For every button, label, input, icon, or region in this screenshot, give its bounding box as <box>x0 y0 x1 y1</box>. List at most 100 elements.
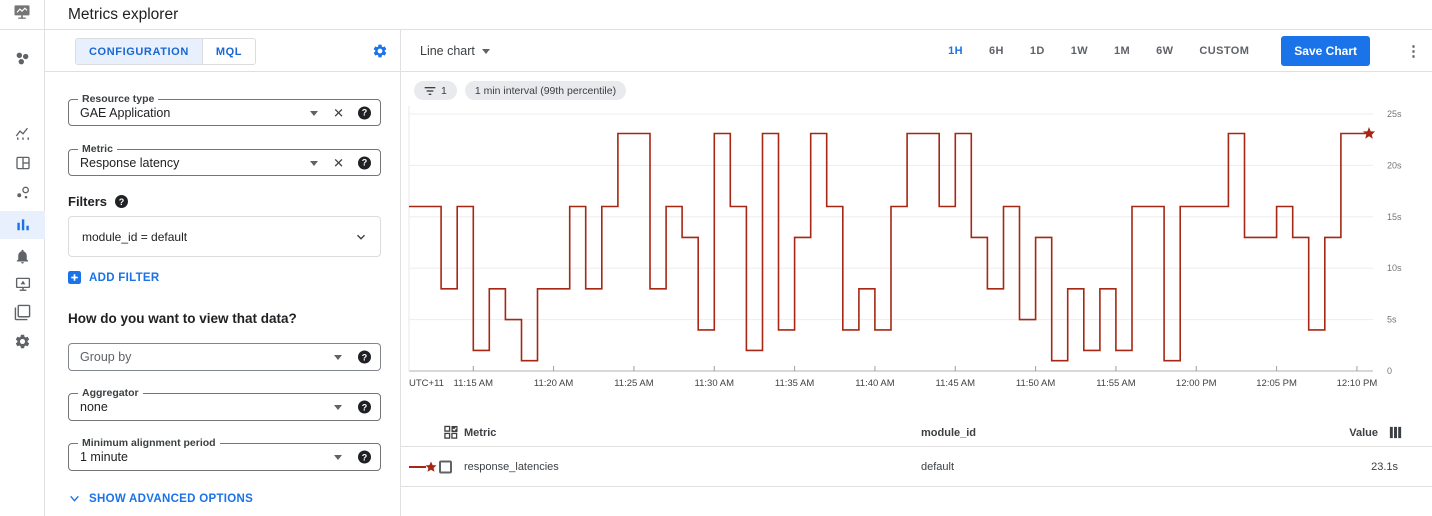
sidebar-item-integrations[interactable] <box>0 298 45 326</box>
clear-icon[interactable]: ✕ <box>333 155 344 170</box>
dropdown-arrow-icon[interactable] <box>334 405 342 410</box>
svg-text:15s: 15s <box>1387 212 1402 222</box>
range-custom[interactable]: CUSTOM <box>1199 45 1250 57</box>
row-checkbox[interactable] <box>439 460 452 473</box>
help-icon[interactable] <box>358 450 371 464</box>
range-1w[interactable]: 1W <box>1070 45 1089 57</box>
sidebar-item-settings[interactable] <box>0 327 45 355</box>
panel-divider <box>400 30 401 516</box>
range-1d[interactable]: 1D <box>1029 45 1045 57</box>
range-6h[interactable]: 6H <box>988 45 1004 57</box>
left-nav <box>0 30 45 516</box>
group-by-placeholder: Group by <box>80 350 132 364</box>
sidebar-item-services[interactable] <box>0 179 45 207</box>
dropdown-arrow-icon[interactable] <box>310 160 318 166</box>
column-header-value[interactable]: Value <box>1349 427 1378 439</box>
svg-text:12:10 PM: 12:10 PM <box>1337 378 1378 389</box>
save-chart-button[interactable]: Save Chart <box>1281 36 1370 66</box>
more-options-kebab-icon[interactable] <box>1400 42 1421 60</box>
svg-text:11:30 AM: 11:30 AM <box>695 378 735 389</box>
clear-icon[interactable]: ✕ <box>333 105 344 120</box>
metrics-table: Metric module_id Value respons <box>401 420 1432 487</box>
range-6w[interactable]: 6W <box>1156 45 1174 57</box>
copies-icon <box>14 304 31 321</box>
help-icon[interactable] <box>115 195 129 208</box>
config-settings-gear-icon[interactable] <box>372 43 388 64</box>
svg-text:11:20 AM: 11:20 AM <box>534 378 574 389</box>
chart-type-dropdown[interactable]: Line chart <box>420 44 490 58</box>
svg-text:UTC+11: UTC+11 <box>409 378 444 389</box>
row-metric-name: response_latencies <box>464 460 559 473</box>
aggregator-field[interactable]: Aggregator none <box>68 387 381 421</box>
filter-item[interactable]: module_id = default <box>68 216 381 257</box>
time-range-group: 1H 6H 1D 1W 1M 6W CUSTOM <box>948 45 1249 57</box>
interval-chip[interactable]: 1 min interval (99th percentile) <box>464 81 627 100</box>
dropdown-arrow-icon[interactable] <box>310 110 318 116</box>
filter-count: 1 <box>441 84 447 97</box>
sidebar-item-groups[interactable] <box>0 44 45 72</box>
chip-row: 1 1 min interval (99th percentile) <box>414 81 627 100</box>
row-module-id: default <box>921 460 955 473</box>
select-all-legend-icon[interactable] <box>444 425 458 441</box>
range-1m[interactable]: 1M <box>1114 45 1131 57</box>
sidebar-item-alerting[interactable] <box>0 242 45 270</box>
dropdown-arrow-icon[interactable] <box>334 355 342 360</box>
chevron-down-icon <box>357 234 365 240</box>
groups-icon <box>13 49 32 68</box>
help-icon[interactable] <box>358 156 371 169</box>
time-range-toolbar: 1H 6H 1D 1W 1M 6W CUSTOM Save Chart <box>948 30 1421 72</box>
toolbar: CONFIGURATION MQL Line chart 1H 6H 1D 1W 1M 6… <box>45 30 1432 72</box>
help-icon[interactable] <box>358 106 371 119</box>
page-title: Metrics explorer <box>68 5 179 23</box>
chevron-down-icon <box>481 48 490 54</box>
svg-text:10s: 10s <box>1387 263 1402 273</box>
latency-chart[interactable]: 25s 20s 15s 10s 5s 0 11:15 AM 11:20 AM 11:25 AM 1… <box>401 100 1432 396</box>
help-icon[interactable] <box>358 350 371 364</box>
trending-chart-icon <box>14 124 32 142</box>
alignment-period-value: 1 minute <box>80 450 128 464</box>
plus-icon <box>68 271 81 284</box>
svg-text:11:45 AM: 11:45 AM <box>936 378 976 389</box>
svg-text:11:55 AM: 11:55 AM <box>1096 378 1136 389</box>
tab-configuration[interactable]: CONFIGURATION <box>76 39 202 64</box>
svg-text:12:05 PM: 12:05 PM <box>1256 378 1297 389</box>
add-filter-button[interactable]: ADD FILTER <box>68 271 160 284</box>
sidebar-item-dashboards[interactable] <box>0 149 45 177</box>
resource-type-field[interactable]: Resource type GAE Application ✕ <box>68 93 381 126</box>
metric-label: Metric <box>78 143 117 155</box>
sidebar-item-overview[interactable] <box>0 119 45 147</box>
top-header: Metrics explorer <box>0 0 1432 30</box>
range-1h[interactable]: 1H <box>948 45 963 57</box>
series-legend-marker <box>409 459 439 475</box>
filters-heading-text: Filters <box>68 194 108 209</box>
alignment-period-field[interactable]: Minimum alignment period 1 minute <box>68 437 381 471</box>
metric-field[interactable]: Metric Response latency ✕ <box>68 143 381 176</box>
table-header: Metric module_id Value <box>401 420 1432 447</box>
table-row[interactable]: response_latencies default 23.1s <box>401 447 1432 487</box>
svg-text:11:15 AM: 11:15 AM <box>454 378 494 389</box>
svg-text:0: 0 <box>1387 366 1392 376</box>
tab-mql[interactable]: MQL <box>201 39 255 64</box>
group-by-field[interactable]: Group by <box>68 343 381 371</box>
interval-chip-label: 1 min interval (99th percentile) <box>474 84 617 97</box>
editor-mode-tabs: CONFIGURATION MQL <box>75 38 257 65</box>
sidebar-item-uptime-checks[interactable] <box>0 270 45 298</box>
chevron-down-icon <box>70 495 79 502</box>
column-header-module-id[interactable]: module_id <box>921 427 977 439</box>
services-icon <box>14 184 32 202</box>
bell-icon <box>14 248 31 265</box>
filter-list-icon <box>424 86 436 95</box>
filter-count-chip[interactable]: 1 <box>414 81 457 100</box>
bar-chart-icon <box>14 216 32 234</box>
svg-text:11:40 AM: 11:40 AM <box>855 378 895 389</box>
sidebar-item-metrics-explorer[interactable] <box>0 211 45 239</box>
help-icon[interactable] <box>358 400 371 414</box>
monitoring-logo-cell[interactable] <box>0 0 45 29</box>
show-advanced-options-button[interactable]: SHOW ADVANCED OPTIONS <box>68 492 253 505</box>
column-header-metric[interactable]: Metric <box>464 427 497 439</box>
dropdown-arrow-icon[interactable] <box>334 455 342 460</box>
chart-panel: 1 1 min interval (99th percentile) 25s 20… <box>401 72 1432 516</box>
svg-text:20s: 20s <box>1387 160 1402 170</box>
view-columns-icon[interactable] <box>1389 426 1402 440</box>
